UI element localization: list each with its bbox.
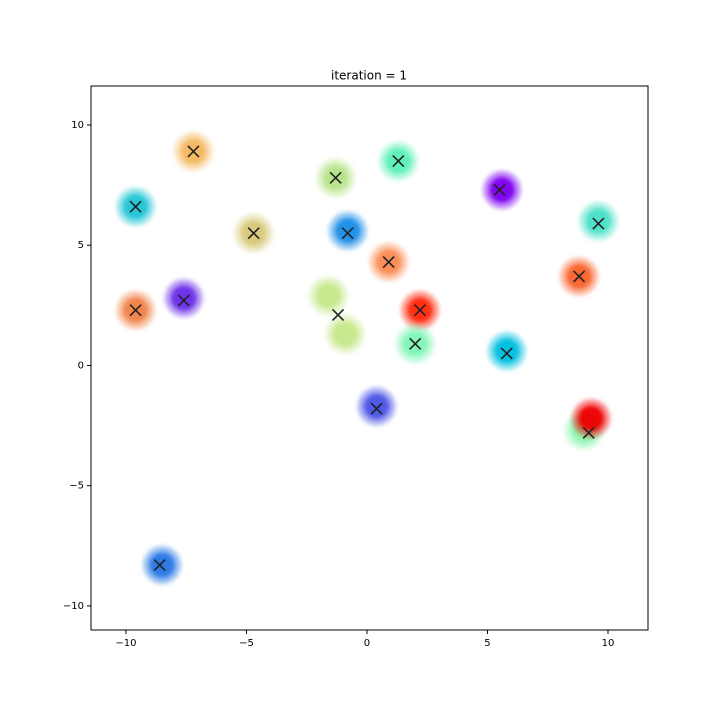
centroid [392, 154, 405, 168]
cluster [579, 202, 618, 241]
cluster-core [332, 321, 359, 348]
centroid [329, 171, 342, 184]
cluster-core [493, 338, 520, 365]
cluster [487, 332, 526, 371]
centroid [129, 200, 142, 213]
cluster [328, 211, 367, 250]
y-tick-label: 10 [71, 120, 84, 131]
x-tick-label: −5 [239, 638, 254, 649]
centroid [129, 304, 142, 317]
centroid [341, 227, 354, 240]
chart-title: iteration = 1 [331, 69, 407, 83]
y-tick-label: −10 [63, 601, 84, 612]
centroid [493, 183, 506, 196]
centroid [592, 217, 605, 230]
centroid [573, 270, 586, 283]
centroid [409, 337, 422, 350]
cluster-core [585, 208, 612, 235]
cluster [143, 546, 182, 585]
cluster-core [334, 217, 361, 244]
cluster-core [363, 393, 390, 420]
cluster [326, 315, 365, 354]
cluster-core [149, 552, 176, 579]
centroid [382, 255, 395, 269]
cluster [572, 399, 611, 438]
x-tick-label: −10 [115, 638, 136, 649]
y-tick-label: 0 [78, 360, 84, 371]
cluster-core [170, 285, 197, 312]
centroid [247, 227, 260, 240]
cluster-core [578, 405, 605, 432]
centroid [187, 145, 200, 158]
centroid [370, 402, 383, 415]
y-tick-label: 5 [78, 240, 84, 251]
cluster [309, 276, 348, 315]
centroid [500, 347, 513, 360]
plot-frame [90, 85, 649, 631]
centroid [331, 308, 345, 322]
x-tick-label: 5 [484, 638, 490, 649]
cluster [357, 387, 396, 426]
centroid [153, 559, 166, 572]
cluster-core [315, 282, 342, 309]
cluster-core [488, 176, 515, 203]
x-tick-label: 10 [602, 638, 615, 649]
centroid [413, 304, 427, 317]
y-tick-label: −5 [69, 481, 84, 492]
centroid [582, 426, 595, 439]
cluster [164, 279, 203, 318]
x-tick-label: 0 [364, 638, 370, 649]
cluster [482, 170, 521, 209]
centroid [177, 294, 190, 307]
